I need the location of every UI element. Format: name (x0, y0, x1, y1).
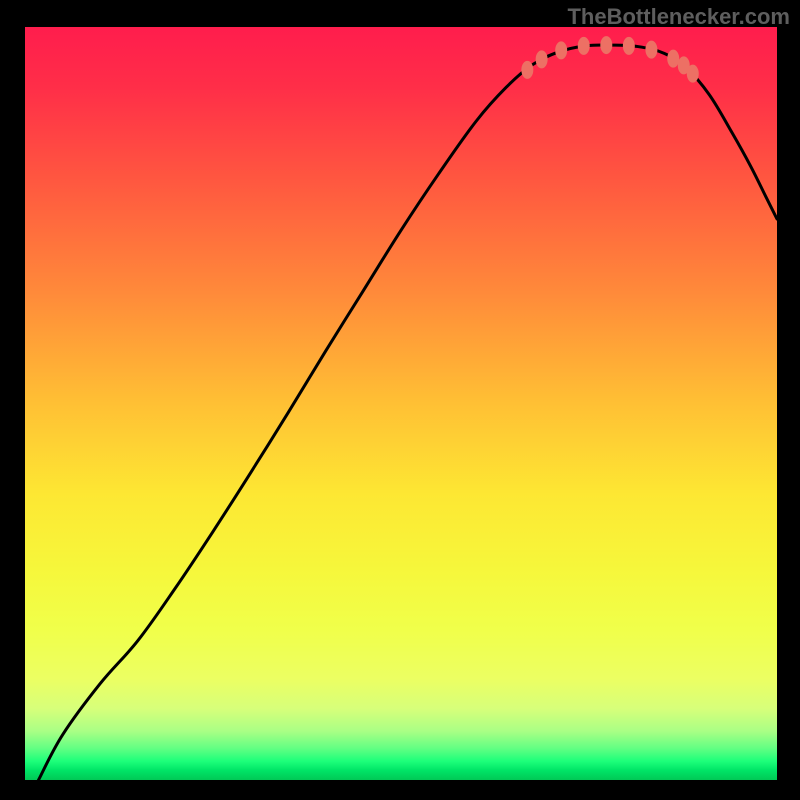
chart-container: TheBottlenecker.com (0, 0, 800, 800)
optimal-marker (555, 41, 567, 59)
chart-svg (25, 27, 777, 780)
optimal-marker (536, 50, 548, 68)
optimal-marker (521, 61, 533, 79)
optimal-marker (623, 37, 635, 55)
optimal-marker (667, 50, 679, 68)
plot-area (25, 27, 777, 780)
optimal-marker (645, 41, 657, 59)
chart-background (25, 27, 777, 780)
optimal-marker (600, 36, 612, 54)
optimal-marker (687, 65, 699, 83)
optimal-marker (578, 37, 590, 55)
watermark-text: TheBottlenecker.com (567, 4, 790, 30)
